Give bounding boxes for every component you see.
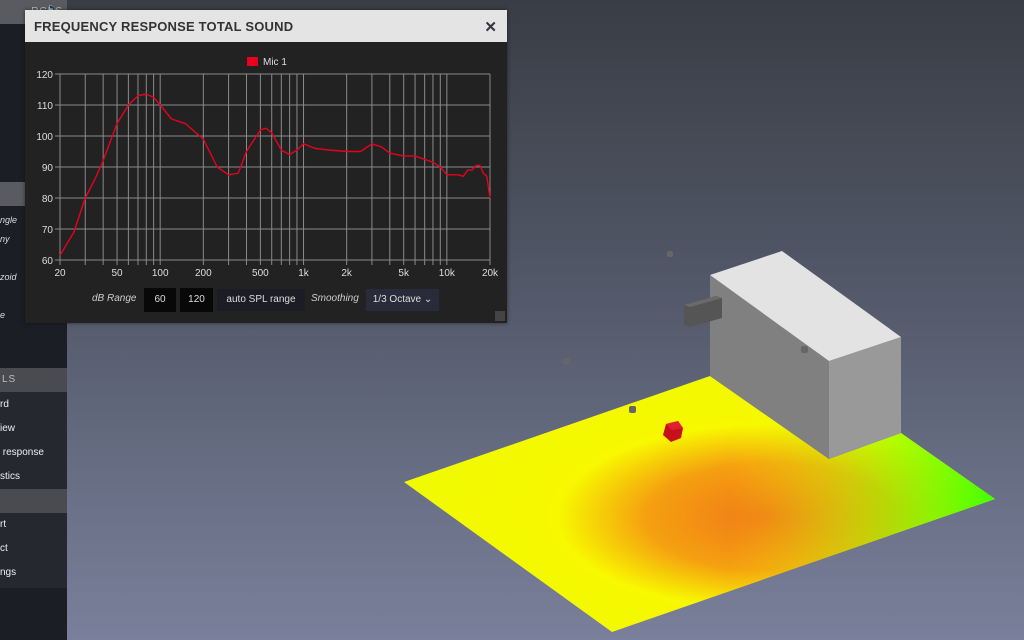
smoothing-label: Smoothing [311,293,359,304]
y-tick-label: 80 [42,194,54,205]
frequency-chart: 60 70 80 90 100 110 120 20 50 100 200 500 1k 2k 5k 10k 2… [36,57,499,279]
x-tick-label: 100 [152,268,169,279]
sidebar-item[interactable]: rt [0,519,7,530]
speaker-box [684,296,722,327]
legend-label: Mic 1 [263,57,287,68]
series-line-mic-1 [59,93,491,256]
sidebar-item[interactable]: stics [0,471,20,482]
x-tick-label: 2k [341,268,353,279]
floor-heatmap [404,376,995,632]
section-file[interactable] [0,489,67,513]
frequency-response-dialog: FREQUENCY RESPONSE TOTAL SOUND ✕ 60 70 80 9… [25,10,507,323]
microphone-marker[interactable] [663,421,683,442]
sidebar-item[interactable]: ny [0,234,10,244]
sidebar-item[interactable]: response [0,447,44,458]
wall-box [710,251,901,459]
chart-controls: dB Range 60 120 auto SPL range Smoothing… [25,288,507,312]
sidebar-item[interactable]: rd [0,399,9,410]
close-icon[interactable]: ✕ [484,19,497,36]
sidebar-item[interactable]: iew [0,423,16,434]
x-tick-label: 20 [54,268,66,279]
db-max-input[interactable]: 120 [180,288,213,312]
auto-spl-range-button[interactable]: auto SPL range [217,289,305,311]
resize-handle[interactable] [495,311,505,321]
y-tick-label: 120 [36,70,53,81]
x-tick-label: 1k [298,268,310,279]
x-tick-label: 10k [439,268,456,279]
dialog-header[interactable]: FREQUENCY RESPONSE TOTAL SOUND [25,10,507,42]
x-tick-label: 5k [398,268,410,279]
source-markers [563,251,808,413]
db-min-input[interactable]: 60 [144,288,176,312]
sidebar-item[interactable]: ngs [0,567,17,578]
smoothing-value: 1/3 Octave [372,294,422,305]
x-tick-label: 200 [195,268,212,279]
y-tick-label: 90 [42,163,54,174]
y-tick-label: 110 [37,101,53,112]
chevron-down-icon: ⌄ [423,294,433,305]
y-tick-label: 70 [42,225,54,236]
x-tick-label: 20k [482,268,499,279]
section-tools[interactable]: LS [0,368,67,392]
x-tick-label: 50 [111,268,123,279]
y-tick-label: 60 [42,256,54,267]
sidebar-item[interactable]: e [0,310,6,320]
legend-swatch [247,57,258,66]
x-tick-label: 500 [252,268,269,279]
sidebar-item[interactable]: ngle [0,215,18,225]
y-tick-label: 100 [36,132,53,143]
sidebar-item[interactable]: ct [0,543,8,554]
sidebar-item[interactable]: zoid [0,272,17,282]
db-range-label: dB Range [92,293,137,304]
dialog-title: FREQUENCY RESPONSE TOTAL SOUND [34,18,294,34]
smoothing-select[interactable]: 1/3 Octave ⌄ [366,289,439,311]
